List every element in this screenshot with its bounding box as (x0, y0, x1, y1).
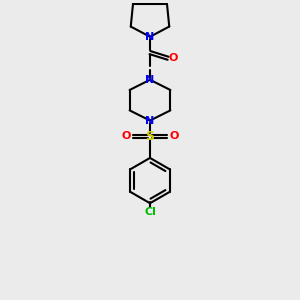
Text: O: O (168, 53, 178, 63)
Text: N: N (146, 32, 154, 42)
Text: Cl: Cl (144, 207, 156, 217)
Text: N: N (146, 116, 154, 126)
Text: O: O (122, 131, 131, 141)
Text: O: O (169, 131, 178, 141)
Text: N: N (146, 75, 154, 85)
Text: S: S (146, 130, 154, 143)
